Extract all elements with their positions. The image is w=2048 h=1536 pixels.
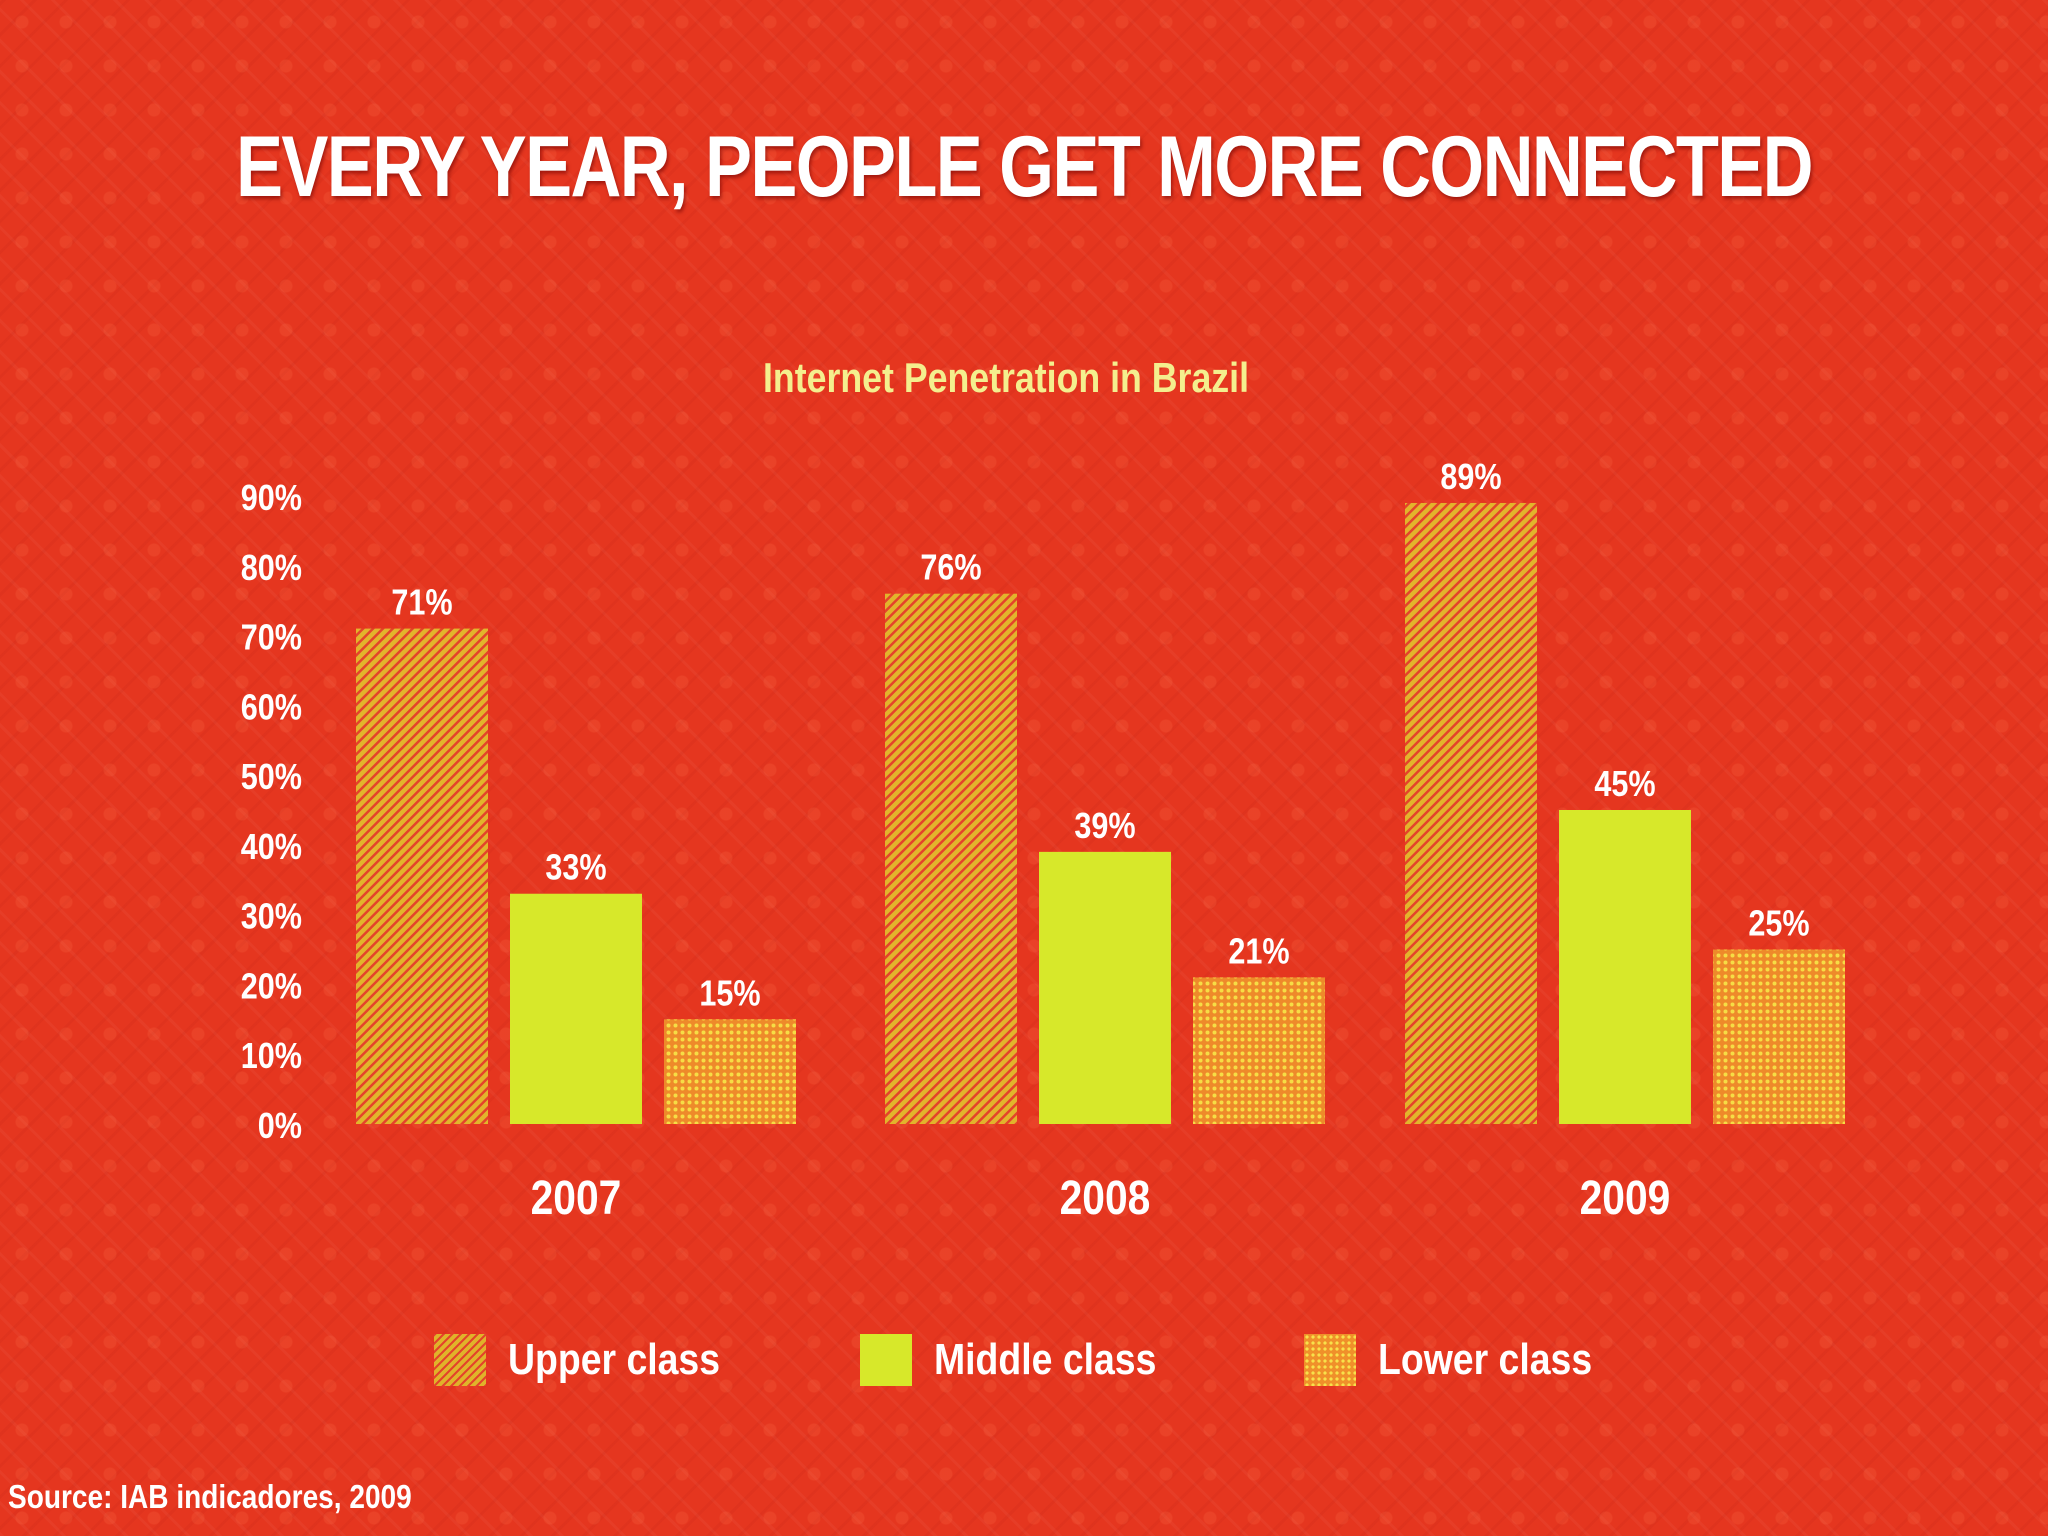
bar-lower-2007 xyxy=(664,1019,796,1124)
y-tick-label: 50% xyxy=(241,758,302,798)
bar-middle-2008 xyxy=(1039,851,1171,1124)
y-tick-label: 30% xyxy=(241,897,302,937)
y-tick-label: 40% xyxy=(241,828,302,868)
legend-swatch-middle xyxy=(860,1334,912,1386)
y-tick-label: 0% xyxy=(258,1107,302,1147)
bar-upper-2009 xyxy=(1405,502,1537,1124)
y-tick-label: 90% xyxy=(241,479,302,519)
source-note: Source: IAB indicadores, 2009 xyxy=(8,1478,412,1515)
legend-label-middle: Middle class xyxy=(934,1335,1157,1384)
bar-lower-2009 xyxy=(1713,949,1845,1124)
y-tick-label: 10% xyxy=(241,1037,302,1077)
y-axis-ticks: 0% 10% 20% 30% 40% 50% 60% 70% 80% 90% xyxy=(241,479,302,1147)
bar-lower-2008 xyxy=(1193,977,1325,1124)
x-category-label: 2007 xyxy=(531,1172,622,1225)
y-tick-label: 20% xyxy=(241,967,302,1007)
x-category-label: 2009 xyxy=(1580,1172,1671,1225)
data-label-lower-2007: 15% xyxy=(699,974,760,1014)
legend-label-upper: Upper class xyxy=(508,1335,721,1384)
data-label-upper-2007: 71% xyxy=(391,583,452,623)
x-axis-categories: 2007 2008 2009 xyxy=(531,1172,1671,1225)
chart-subtitle: Internet Penetration in Brazil xyxy=(762,354,1249,401)
data-label-upper-2008: 76% xyxy=(920,548,981,588)
chart-title: EVERY YEAR, PEOPLE GET MORE CONNECTED xyxy=(236,119,1814,215)
bar-upper-2008 xyxy=(885,593,1017,1124)
bar-middle-2009 xyxy=(1559,810,1691,1124)
x-category-label: 2008 xyxy=(1060,1172,1151,1225)
y-tick-label: 60% xyxy=(241,688,302,728)
legend-swatch-upper xyxy=(434,1334,486,1386)
bar-middle-2007 xyxy=(510,893,642,1124)
data-label-middle-2007: 33% xyxy=(545,848,606,888)
data-label-lower-2008: 21% xyxy=(1228,932,1289,972)
data-labels: 71% 33% 15% 76% 39% 21% 89% 45% 25% xyxy=(391,458,1809,1014)
legend-swatch-lower xyxy=(1304,1334,1356,1386)
data-label-middle-2008: 39% xyxy=(1074,807,1135,847)
data-label-lower-2009: 25% xyxy=(1748,904,1809,944)
bar-upper-2007 xyxy=(356,628,488,1124)
legend-label-lower: Lower class xyxy=(1378,1335,1593,1384)
y-tick-label: 70% xyxy=(241,618,302,658)
y-tick-label: 80% xyxy=(241,549,302,589)
data-label-upper-2009: 89% xyxy=(1440,458,1501,498)
data-label-middle-2009: 45% xyxy=(1594,765,1655,805)
bars xyxy=(356,502,1845,1124)
